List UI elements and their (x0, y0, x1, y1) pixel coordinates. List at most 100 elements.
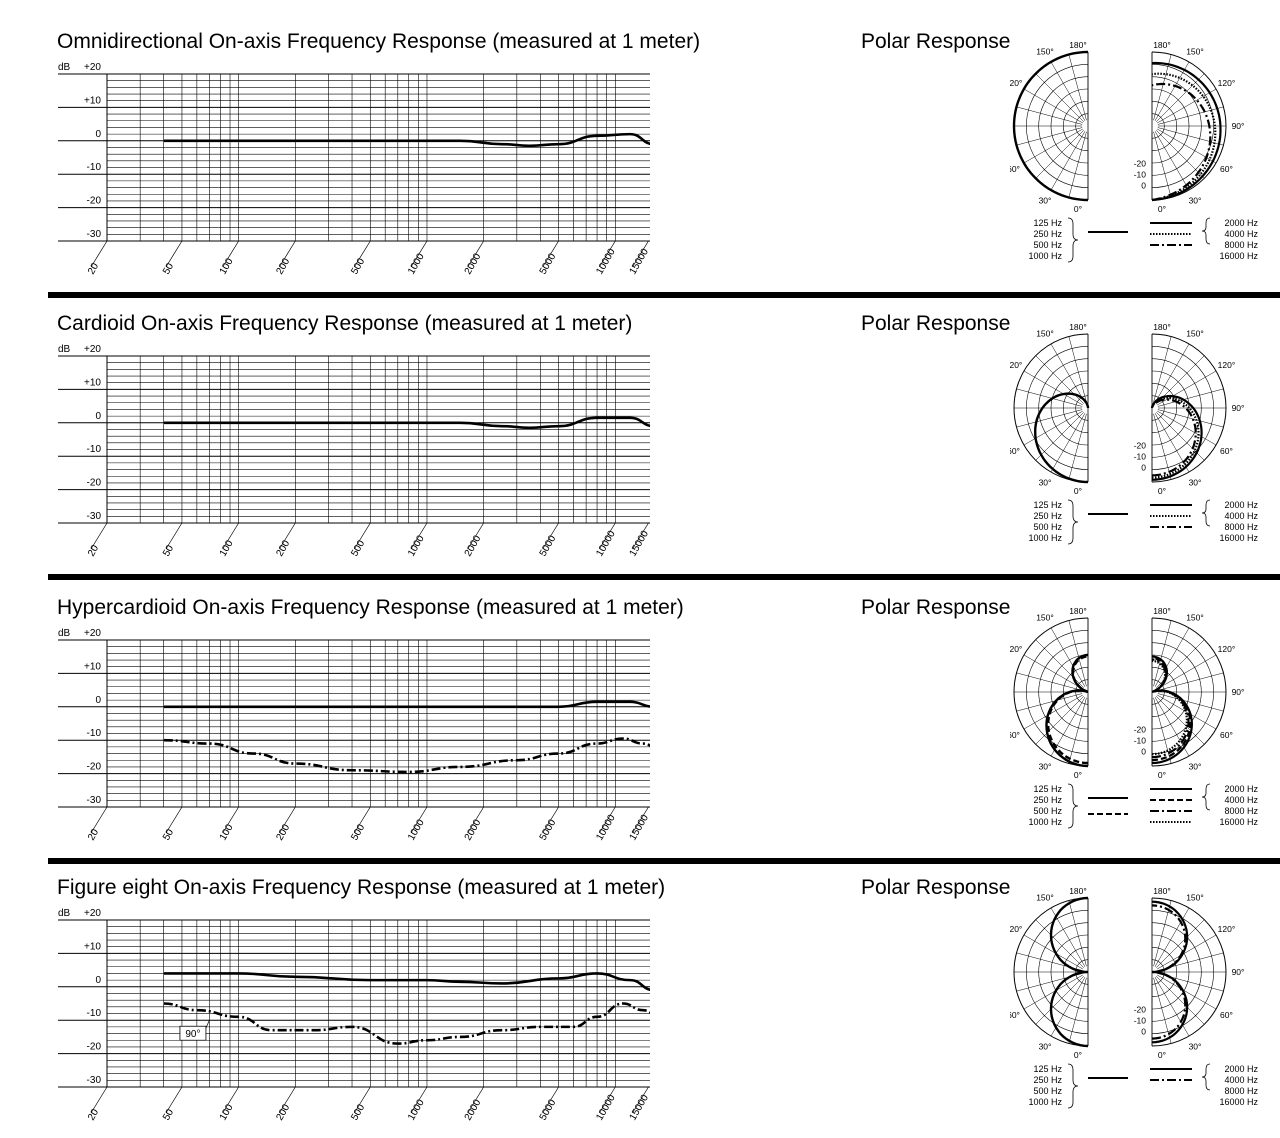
polar-title: Polar Response (861, 312, 1011, 335)
y-tick-label: -20 (87, 1042, 102, 1053)
polar-angle-label: 30° (1039, 195, 1052, 205)
polar-angle-label: 0° (1074, 770, 1082, 780)
y-tick-label: -10 (87, 162, 102, 173)
polar-spoke (1035, 976, 1084, 1025)
legend-frequency: 250 Hz (1033, 1075, 1062, 1085)
legend-brace (1201, 499, 1211, 527)
x-tick (632, 522, 649, 550)
x-tick-label: 500 (349, 1102, 367, 1122)
series-line (163, 132, 650, 148)
polar-spoke (1156, 976, 1205, 1025)
polar-angle-label: 60° (1010, 446, 1020, 456)
x-tick (222, 522, 239, 550)
polar-angle-label: 90° (1232, 121, 1245, 131)
section-divider (48, 292, 1280, 298)
x-tick-label: 20 (86, 827, 101, 843)
x-tick-label: 10000 (594, 1093, 618, 1123)
x-tick-label: 5000 (538, 1097, 559, 1122)
polar-level-label: -20 (1134, 1004, 1147, 1014)
polar-spoke (1154, 977, 1190, 1037)
polar-spoke (1157, 370, 1217, 406)
section-divider (48, 858, 1280, 864)
polar-angle-label: 150° (1036, 613, 1054, 623)
polar-level-label: 0 (1141, 747, 1146, 757)
polar-angle-label: 0° (1158, 1050, 1166, 1060)
polar-level-label: 0 (1141, 1027, 1146, 1037)
x-tick-label: 50 (161, 827, 176, 843)
x-tick (410, 522, 428, 550)
x-tick (90, 522, 108, 550)
polar-curve-high (1150, 398, 1197, 477)
polar-spoke (1050, 627, 1086, 687)
x-tick (599, 522, 616, 550)
x-tick (279, 522, 296, 550)
polar-title: Polar Response (861, 596, 1011, 619)
polar-angle-label: 150° (1186, 329, 1204, 339)
polar-spoke (1156, 73, 1205, 122)
legend-brace (1067, 499, 1079, 545)
x-tick-label: 1000 (406, 817, 427, 842)
legend-frequency: 1000 Hz (1028, 533, 1062, 543)
polar-angle-label: 120° (1218, 924, 1236, 934)
polar-spoke (1023, 410, 1083, 446)
legend-brace (1201, 217, 1211, 245)
legend-frequency: 125 Hz (1033, 1064, 1062, 1074)
polar-spoke (1023, 974, 1083, 1010)
x-tick-label: 500 (349, 256, 367, 276)
polar-spoke (1035, 355, 1084, 404)
y-axis-unit: dB (58, 908, 71, 919)
x-tick-label: 5000 (538, 533, 559, 558)
polar-angle-label: 180° (1153, 606, 1171, 616)
polar-angle-label: 60° (1220, 446, 1233, 456)
legend-frequency: 16000 Hz (1219, 1097, 1258, 1107)
x-tick-label: 200 (274, 256, 292, 276)
polar-plot: 180°150°120°90°60°30°0°180°150°120°90°60… (1010, 322, 1258, 545)
polar-angle-label: 30° (1189, 1041, 1202, 1051)
legend-frequency: 500 Hz (1033, 240, 1062, 250)
legend-brace (1067, 1063, 1079, 1109)
legend-frequency: 1000 Hz (1028, 1097, 1062, 1107)
polar-angle-label: 150° (1036, 329, 1054, 339)
series-line (163, 737, 650, 774)
polar-spoke (1068, 131, 1087, 198)
x-tick (632, 240, 649, 268)
polar-spoke (1035, 696, 1084, 745)
series-line (163, 1002, 650, 1045)
polar-level-label: -10 (1134, 736, 1147, 746)
polar-spoke (1156, 130, 1205, 179)
polar-plot: 180°150°120°90°60°30°0°180°150°120°90°60… (1010, 886, 1258, 1109)
polar-spoke (1016, 693, 1083, 712)
x-tick-label: 100 (218, 1102, 236, 1122)
polar-angle-label: 180° (1069, 886, 1087, 896)
polar-curve-high (1151, 72, 1217, 202)
polar-spoke (1068, 697, 1087, 764)
x-tick-label: 5000 (538, 817, 559, 842)
series-line (163, 416, 650, 430)
polar-angle-label: 150° (1186, 47, 1204, 57)
polar-angle-label: 60° (1220, 164, 1233, 174)
polar-spoke (1023, 128, 1083, 164)
x-tick-label: 20 (86, 543, 101, 559)
legend-frequency: 2000 Hz (1224, 784, 1258, 794)
polar-angle-label: 180° (1069, 606, 1087, 616)
polar-spoke (1050, 61, 1086, 121)
polar-plot: 180°150°120°90°60°30°0°180°150°120°90°60… (1010, 606, 1258, 829)
polar-spoke (1016, 672, 1083, 691)
polar-spoke (1153, 131, 1172, 198)
y-tick-label: +20 (84, 344, 101, 355)
polar-spoke (1023, 88, 1083, 124)
x-tick (222, 806, 239, 834)
x-tick (599, 240, 616, 268)
polar-angle-label: 30° (1189, 195, 1202, 205)
polar-plot: 180°150°120°90°60°30°0°180°150°120°90°60… (1010, 40, 1258, 263)
x-tick (353, 1086, 371, 1114)
legend-frequency: 2000 Hz (1224, 500, 1258, 510)
x-tick-label: 50 (161, 261, 176, 277)
x-tick-label: 10000 (594, 247, 618, 277)
polar-level-label: -10 (1134, 1016, 1147, 1026)
polar-level-label: -20 (1134, 724, 1147, 734)
x-tick (542, 806, 559, 834)
polar-angle-label: 120° (1010, 360, 1022, 370)
annotation-label: 90° (185, 1029, 200, 1040)
x-tick-label: 1000 (406, 251, 427, 276)
